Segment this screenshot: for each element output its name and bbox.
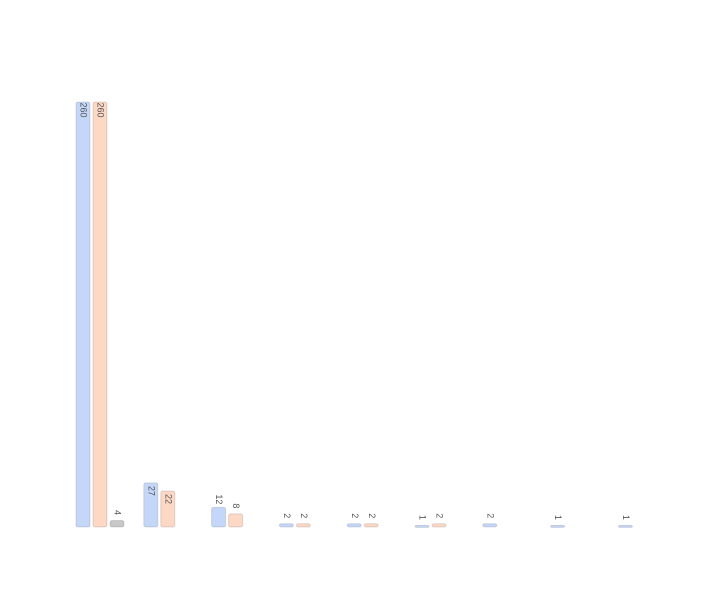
- value-label: 2: [350, 513, 360, 518]
- value-label: 2: [367, 513, 377, 518]
- value-label: 4: [113, 510, 123, 515]
- bar: [431, 523, 447, 528]
- value-label: 260: [79, 102, 89, 117]
- bar: [295, 523, 311, 528]
- bar: [211, 506, 227, 528]
- value-label: 1: [418, 515, 428, 520]
- bar: [109, 519, 125, 528]
- bar: [482, 523, 498, 528]
- bar: [143, 482, 159, 528]
- bar: [278, 523, 294, 528]
- value-label: 22: [163, 494, 173, 504]
- bar: [363, 523, 379, 528]
- value-label: 2: [435, 513, 445, 518]
- value-label: 1: [553, 515, 563, 520]
- value-label: 1: [621, 515, 631, 520]
- bar: [92, 101, 108, 528]
- bar: [75, 101, 91, 528]
- bar: [160, 490, 176, 528]
- value-label: 27: [146, 486, 156, 496]
- bar: [414, 524, 430, 528]
- value-label: 2: [485, 513, 495, 518]
- value-label: 2: [299, 513, 309, 518]
- bar: [228, 513, 244, 528]
- value-label: 260: [96, 102, 106, 117]
- value-label: 8: [231, 503, 241, 508]
- bar: [346, 523, 362, 528]
- value-label: 12: [214, 494, 224, 504]
- value-label: 2: [282, 513, 292, 518]
- bar: [617, 524, 633, 528]
- bar: [550, 524, 566, 528]
